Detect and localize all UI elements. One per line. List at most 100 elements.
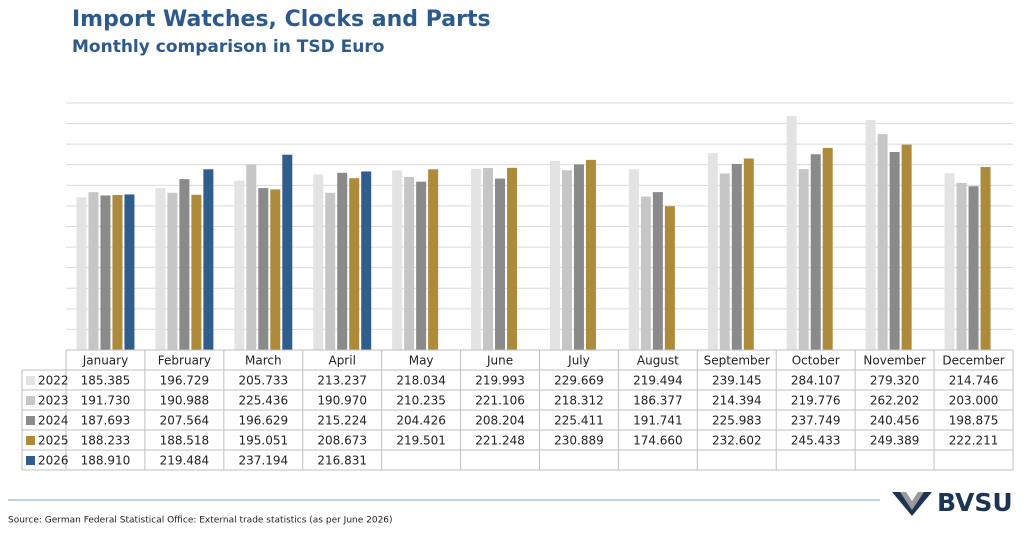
bar: [203, 169, 214, 350]
bar: [944, 173, 955, 350]
table-value: 225.436: [238, 394, 288, 408]
table-value: 240.456: [870, 414, 920, 428]
bar: [349, 178, 360, 350]
x-tick-label: September: [704, 354, 770, 368]
table-value: 191.741: [633, 414, 683, 428]
table-value: 203.000: [949, 394, 999, 408]
legend-swatch: [26, 436, 35, 445]
bar: [822, 147, 833, 350]
bar: [100, 195, 111, 350]
table-value: 237.749: [791, 414, 841, 428]
bar: [980, 167, 991, 350]
x-tick-label: August: [637, 354, 679, 368]
table-value: 262.202: [870, 394, 920, 408]
legend-label: 2022: [38, 374, 69, 388]
bar: [270, 189, 281, 350]
table-value: 221.106: [475, 394, 525, 408]
bar: [76, 197, 87, 350]
bar: [325, 192, 336, 350]
table-value: 249.389: [870, 434, 920, 448]
legend-label: 2024: [38, 414, 69, 428]
table-value: 204.426: [396, 414, 446, 428]
bar: [313, 174, 324, 350]
table-value: 218.312: [554, 394, 604, 408]
bar: [877, 134, 888, 350]
table-value: 196.729: [160, 374, 210, 388]
bar: [246, 164, 257, 350]
bar: [483, 167, 494, 350]
table-value: 195.051: [238, 434, 288, 448]
bar: [495, 178, 506, 350]
table-value: 207.564: [160, 414, 210, 428]
table-value: 222.211: [949, 434, 999, 448]
bar: [810, 154, 821, 350]
bar: [573, 164, 584, 350]
table-value: 196.629: [238, 414, 288, 428]
bar: [561, 170, 572, 350]
table-value: 284.107: [791, 374, 841, 388]
table-value: 214.746: [949, 374, 999, 388]
bar: [404, 176, 415, 350]
bar: [628, 169, 639, 350]
bar: [968, 186, 979, 350]
legend-label: 2026: [38, 454, 69, 468]
x-tick-label: April: [328, 354, 355, 368]
bar: [549, 160, 560, 350]
bar: [471, 168, 482, 350]
x-tick-label: January: [82, 354, 129, 368]
legend-swatch: [26, 376, 35, 385]
table-value: 188.233: [81, 434, 131, 448]
bar: [865, 120, 876, 350]
table-value: 219.484: [160, 454, 210, 468]
bar: [167, 192, 178, 350]
table-value: 218.034: [396, 374, 446, 388]
table-value: 187.693: [81, 414, 131, 428]
table-value: 174.660: [633, 434, 683, 448]
bar: [901, 144, 912, 350]
bar: [889, 152, 900, 350]
bar: [719, 173, 730, 350]
bar: [337, 172, 348, 350]
bar: [585, 159, 596, 350]
x-tick-label: July: [567, 354, 590, 368]
table-value: 198.875: [949, 414, 999, 428]
bar: [664, 206, 675, 350]
table-value: 214.394: [712, 394, 762, 408]
table-value: 245.433: [791, 434, 841, 448]
bar: [234, 180, 245, 350]
table-value: 221.248: [475, 434, 525, 448]
table-value: 279.320: [870, 374, 920, 388]
legend-swatch: [26, 396, 35, 405]
bar: [707, 153, 718, 350]
bar: [258, 188, 269, 350]
table-value: 237.194: [238, 454, 288, 468]
table-value: 205.733: [238, 374, 288, 388]
logo-icon: [892, 492, 932, 516]
table-value: 208.204: [475, 414, 525, 428]
bar: [191, 194, 202, 350]
table-value: 230.889: [554, 434, 604, 448]
table-value: 229.669: [554, 374, 604, 388]
table-value: 188.910: [81, 454, 131, 468]
x-tick-label: November: [863, 354, 925, 368]
table-value: 215.224: [317, 414, 367, 428]
table-value: 219.494: [633, 374, 683, 388]
bar: [179, 179, 190, 350]
table-value: 190.970: [317, 394, 367, 408]
bar: [640, 196, 651, 350]
table-value: 185.385: [81, 374, 131, 388]
bar: [392, 170, 403, 350]
x-tick-label: June: [486, 354, 513, 368]
table-value: 186.377: [633, 394, 683, 408]
bar: [282, 154, 293, 350]
bar: [743, 158, 754, 350]
table-value: 188.518: [160, 434, 210, 448]
legend-swatch: [26, 456, 35, 465]
x-tick-label: December: [942, 354, 1004, 368]
bar: [416, 181, 427, 350]
bar: [798, 169, 809, 350]
table-value: 191.730: [81, 394, 131, 408]
table-value: 213.237: [317, 374, 367, 388]
